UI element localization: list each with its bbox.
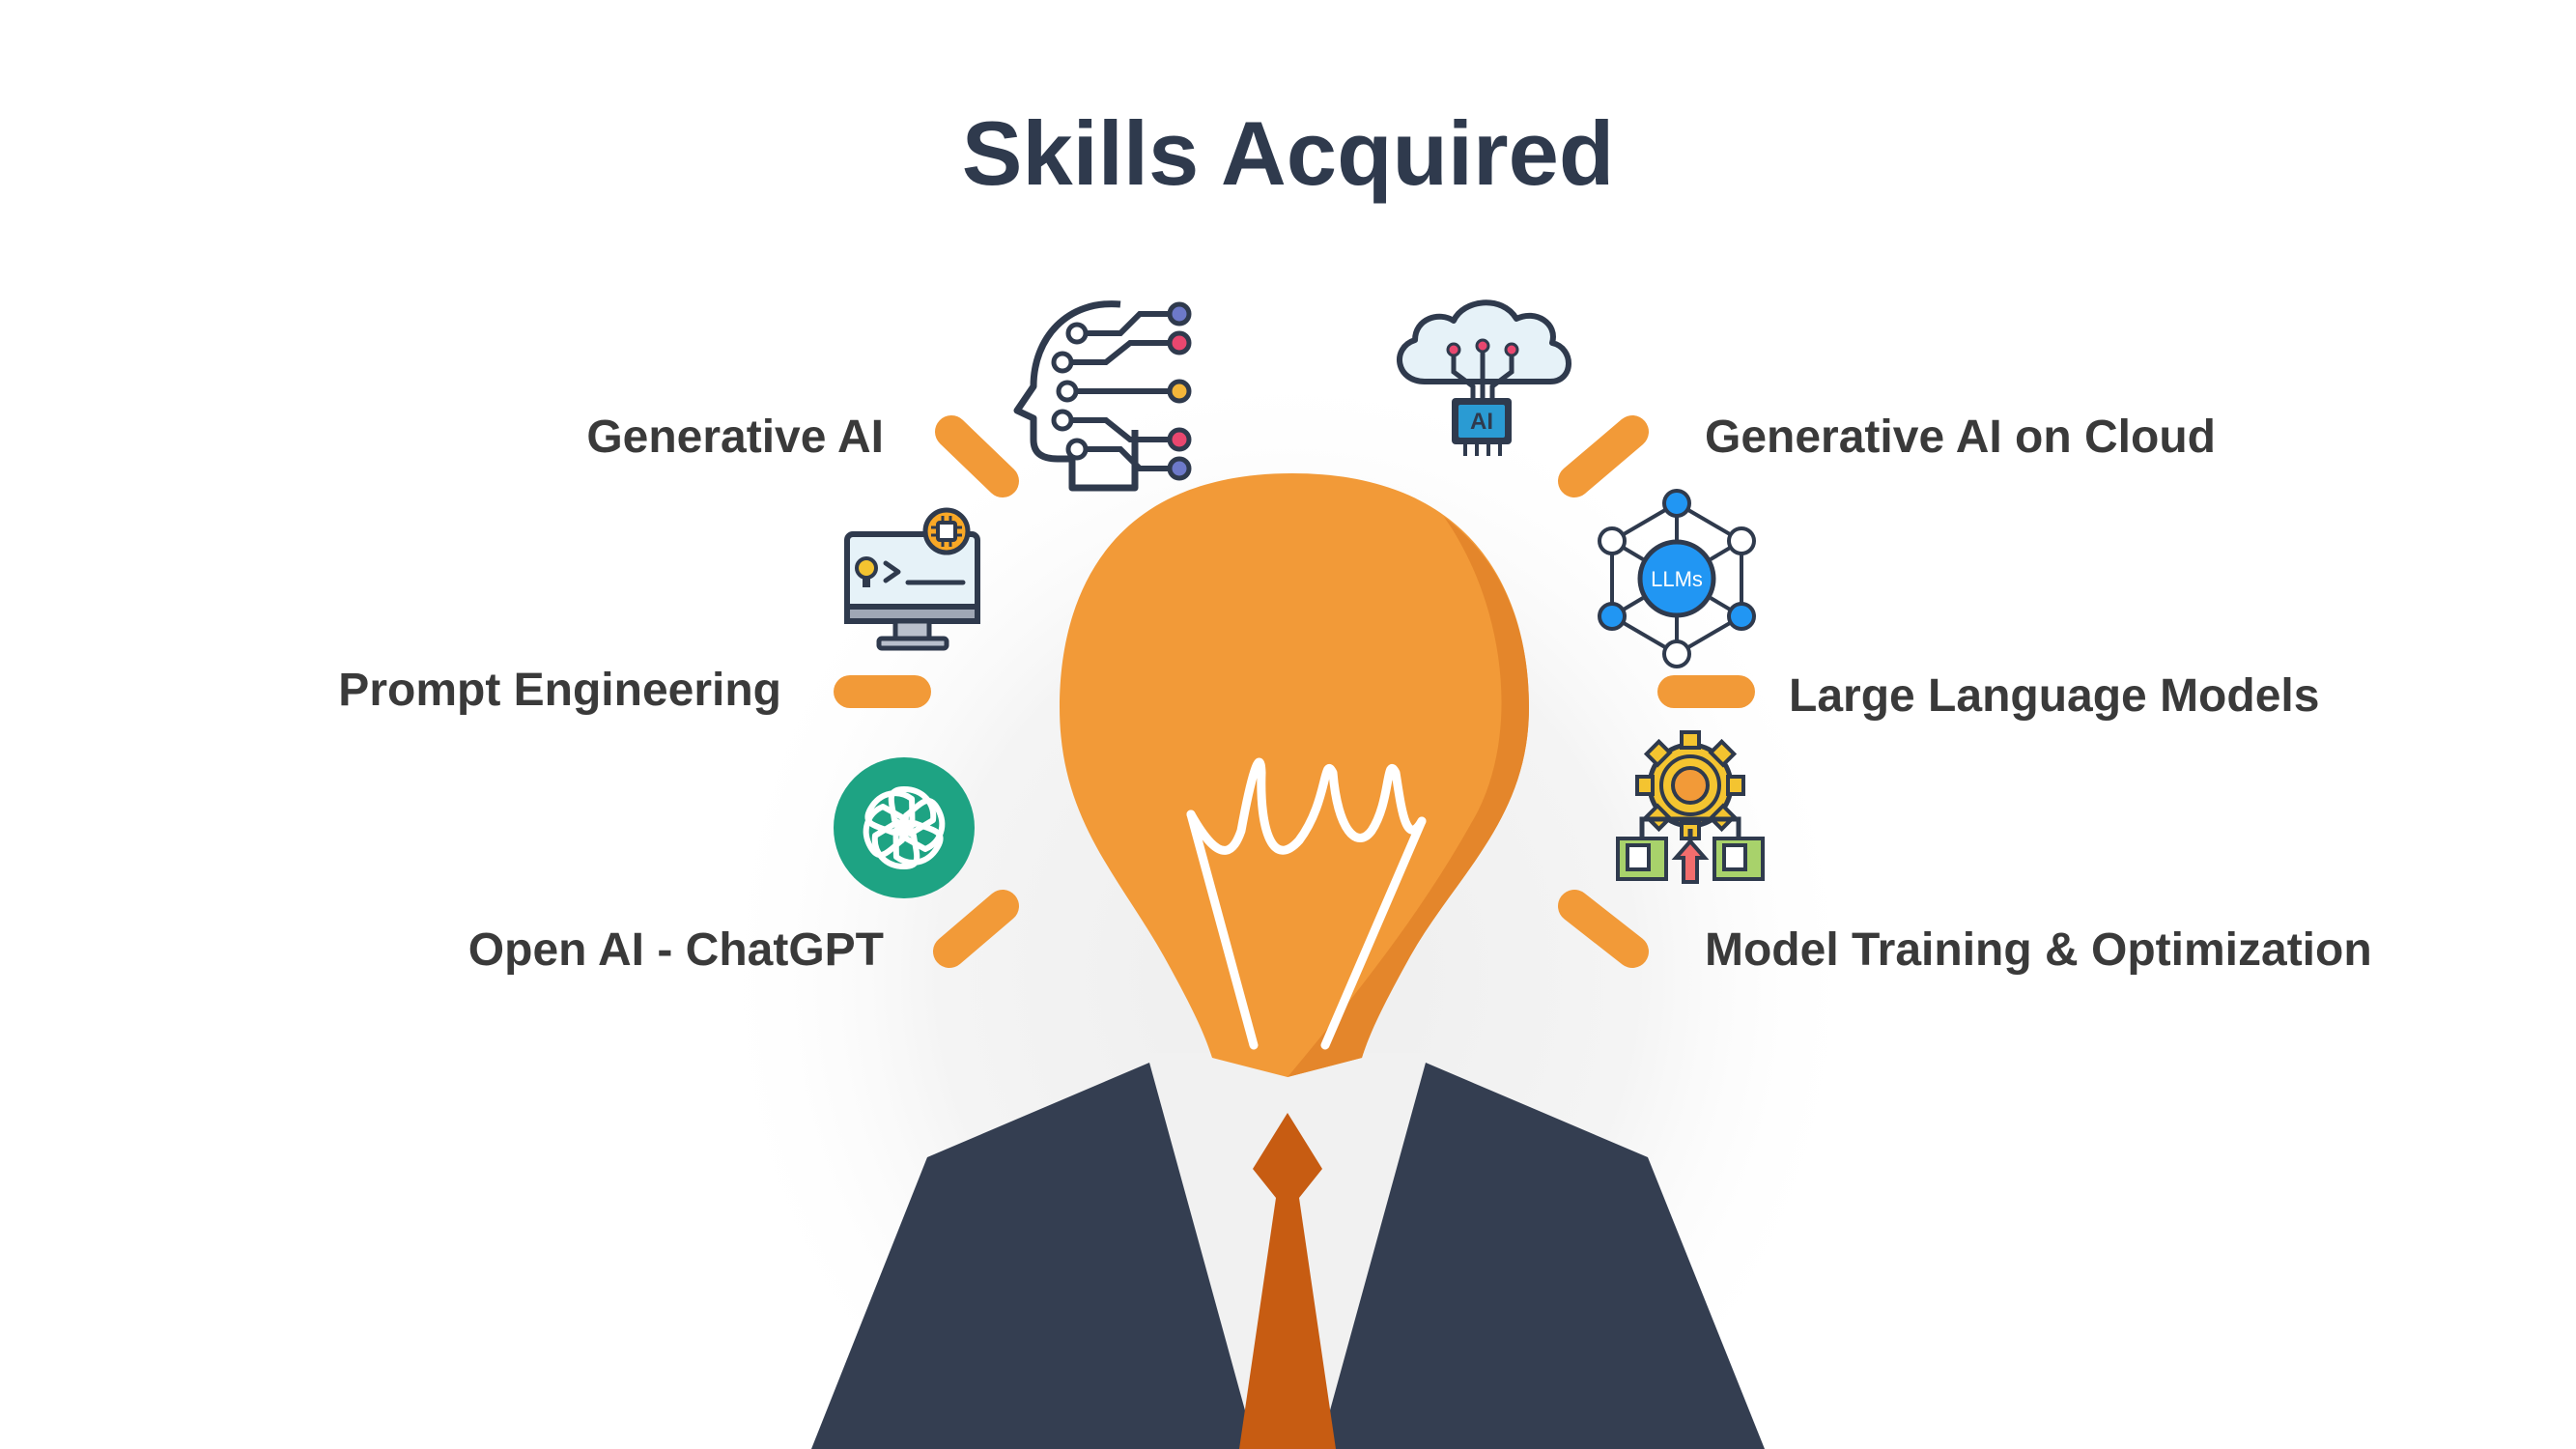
light-bulb-head [1060, 473, 1529, 1077]
page-title: Skills Acquired [961, 102, 1615, 204]
skill-label-generative-ai-on-cloud: Generative AI on Cloud [1705, 412, 2216, 463]
suit-right-lapel [1319, 1063, 1765, 1449]
skill-label-generative-ai: Generative AI [586, 412, 884, 463]
ai-cloud-icon: AI [1397, 299, 1571, 456]
suit-left-lapel [811, 1063, 1256, 1449]
training-gear-icon [1616, 730, 1765, 884]
ray-upper-left [935, 415, 1019, 497]
ai-chip-label: AI [1470, 409, 1493, 435]
llm-hub-label: LLMs [1651, 567, 1703, 591]
skill-label-model-training-optimization: Model Training & Optimization [1705, 924, 2372, 976]
skill-label-large-language-models: Large Language Models [1789, 670, 2320, 722]
light-rays [834, 415, 1755, 968]
openai-logo-icon [834, 757, 975, 898]
llm-network-icon: LLMs [1598, 489, 1756, 668]
tie [1239, 1113, 1336, 1449]
ray-lower-left [933, 890, 1019, 968]
ai-head-icon [1013, 300, 1192, 492]
ray-lower-right [1558, 890, 1649, 968]
ray-upper-right [1558, 415, 1649, 497]
computer-prompt-icon [844, 507, 980, 651]
skill-label-openai-chatgpt: Open AI - ChatGPT [467, 924, 884, 976]
skill-label-prompt-engineering: Prompt Engineering [338, 665, 781, 716]
